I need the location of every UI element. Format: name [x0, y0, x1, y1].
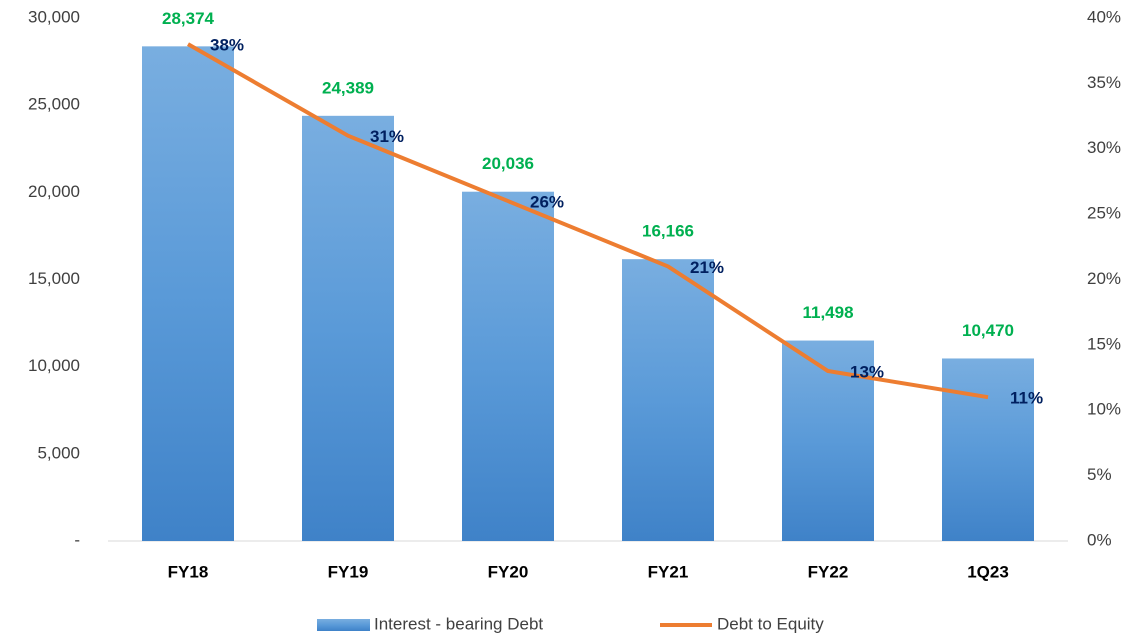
- y-tick-label: -: [74, 530, 80, 549]
- x-tick-label: FY19: [328, 562, 369, 581]
- y2-tick-label: 0%: [1087, 530, 1112, 549]
- y-tick-label: 25,000: [28, 95, 80, 114]
- bar: [302, 115, 394, 542]
- bar: [782, 340, 874, 541]
- bar: [622, 259, 714, 541]
- bar-value-label: 20,036: [482, 154, 534, 173]
- line-value-label: 31%: [370, 127, 404, 146]
- legend-label: Interest - bearing Debt: [374, 614, 543, 633]
- legend-label: Debt to Equity: [717, 614, 824, 633]
- x-tick-label: FY18: [168, 562, 209, 581]
- bar-value-label: 10,470: [962, 321, 1014, 340]
- bar: [462, 191, 554, 541]
- x-tick-label: FY21: [648, 562, 689, 581]
- bar-value-label: 28,374: [162, 9, 215, 28]
- bar: [142, 46, 234, 542]
- y-tick-label: 5,000: [37, 443, 80, 462]
- bar-value-label: 24,389: [322, 78, 374, 97]
- y-tick-label: 15,000: [28, 269, 80, 288]
- x-tick-label: FY22: [808, 562, 849, 581]
- y-tick-label: 30,000: [28, 7, 80, 26]
- y-tick-label: 10,000: [28, 356, 80, 375]
- y2-tick-label: 10%: [1087, 400, 1121, 419]
- line-value-label: 13%: [850, 363, 884, 382]
- x-tick-label: FY20: [488, 562, 529, 581]
- bar-value-label: 11,498: [802, 303, 853, 322]
- bar: [942, 358, 1034, 541]
- line-value-label: 21%: [690, 258, 724, 277]
- legend-swatch: [317, 619, 370, 631]
- line-value-label: 11%: [1010, 389, 1043, 408]
- y2-tick-label: 15%: [1087, 334, 1121, 353]
- y2-tick-label: 5%: [1087, 465, 1112, 484]
- y2-tick-label: 30%: [1087, 138, 1121, 157]
- y2-tick-label: 20%: [1087, 269, 1121, 288]
- y2-tick-label: 25%: [1087, 204, 1121, 223]
- bar-value-label: 16,166: [642, 222, 694, 241]
- y2-tick-label: 35%: [1087, 73, 1121, 92]
- line-value-label: 38%: [210, 36, 244, 55]
- y2-tick-label: 40%: [1087, 7, 1121, 26]
- line-value-label: 26%: [530, 193, 564, 212]
- x-tick-label: 1Q23: [967, 562, 1009, 581]
- y-tick-label: 20,000: [28, 182, 80, 201]
- line: [187, 42, 989, 400]
